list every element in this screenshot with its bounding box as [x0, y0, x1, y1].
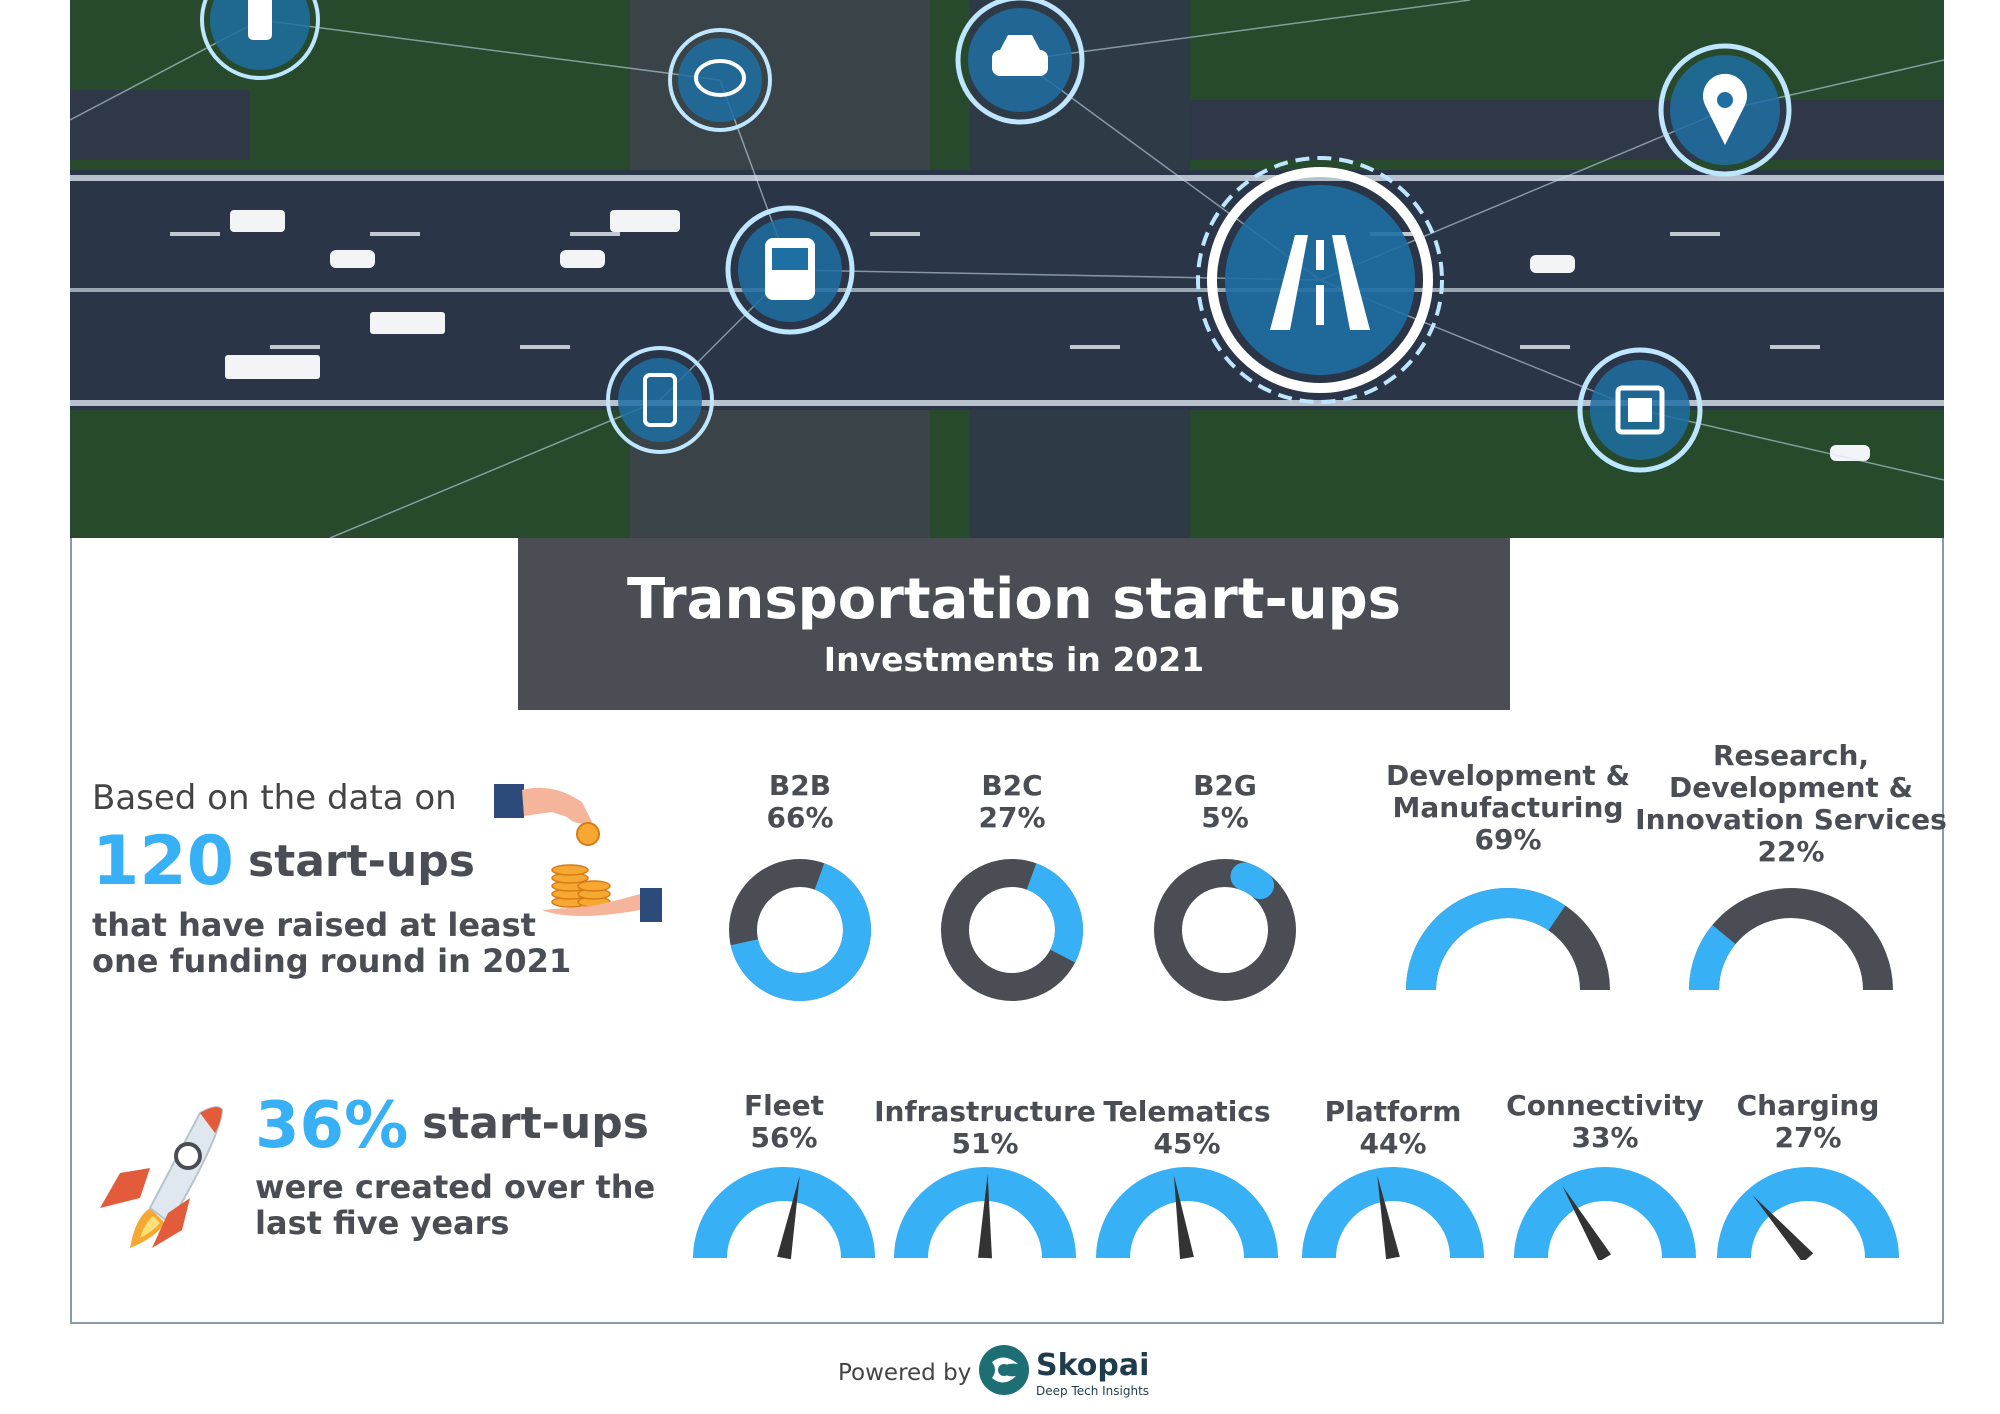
- semi-donut-0-label: Manufacturing: [1392, 791, 1624, 824]
- page-title: Transportation start-ups: [627, 567, 1401, 632]
- semi-donut-1-label: Development &: [1668, 771, 1913, 804]
- semi-donut-1-label: Research,: [1712, 739, 1870, 772]
- donut-b2b-label: B2B: [768, 769, 832, 802]
- gauge-platform-label: Platform: [1324, 1095, 1462, 1128]
- donut-value-arc: [1230, 862, 1275, 900]
- gauge-chart-charging: [1717, 1167, 1899, 1260]
- gauge-needle: [1377, 1175, 1400, 1260]
- title-banner: Transportation start-ups Investments in …: [518, 538, 1510, 710]
- traffic-light-icon: [200, 0, 320, 80]
- page-subtitle: Investments in 2021: [823, 640, 1205, 679]
- gauge-platform-label: 44%: [1359, 1127, 1427, 1160]
- brand-name: Skopai: [1036, 1348, 1150, 1383]
- bus-icon: [725, 205, 855, 335]
- gauge-needle: [1562, 1185, 1612, 1260]
- donut-b2b-label: 66%: [766, 801, 834, 834]
- chip-icon: [1577, 347, 1703, 473]
- startup-count: 120: [92, 822, 234, 901]
- smartphone-icon: [606, 346, 714, 454]
- gauge-charging-label: 27%: [1774, 1121, 1842, 1154]
- semi-donut-value-arc: [1406, 888, 1566, 991]
- donut-chart-b2c: [941, 859, 1083, 1001]
- gauge-connectivity-label: 33%: [1571, 1121, 1639, 1154]
- gauge-needle: [777, 1175, 800, 1260]
- donut-value-arc: [1026, 863, 1083, 963]
- startup-count-label: start-ups: [248, 836, 475, 887]
- new-startup-pct: 36%: [255, 1089, 409, 1163]
- gauge-infrastructure-label: Infrastructure: [874, 1095, 1096, 1128]
- gauge-chart-fleet: [693, 1167, 875, 1260]
- chat-icon: [668, 28, 772, 132]
- gauge-telematics-label: 45%: [1153, 1127, 1221, 1160]
- gauge-chart-telematics: [1096, 1167, 1278, 1260]
- gauge-needle: [1173, 1175, 1194, 1260]
- road-icon: [1196, 156, 1444, 404]
- semi-donut-1-label: 22%: [1757, 835, 1825, 868]
- donut-b2c-label: 27%: [978, 801, 1046, 834]
- donut-b2g-label: B2G: [1193, 769, 1257, 802]
- hand-coins-icon: [494, 784, 662, 922]
- gauge-telematics-label: Telematics: [1103, 1095, 1271, 1128]
- funding-desc-1: that have raised at least: [92, 906, 536, 944]
- semi-donut-chart-1: [1689, 888, 1893, 991]
- semi-donut-0-label: Development &: [1385, 759, 1630, 792]
- gauge-chart-connectivity: [1514, 1167, 1696, 1260]
- gauge-fleet-label: 56%: [750, 1121, 818, 1154]
- brand-tagline: Deep Tech Insights: [1036, 1384, 1150, 1398]
- donut-value-arc: [730, 863, 871, 1001]
- created-desc-2: last five years: [255, 1204, 510, 1242]
- donut-chart-b2b: [729, 859, 871, 1001]
- gauge-arc: [1514, 1167, 1696, 1259]
- donut-track: [1154, 859, 1296, 1001]
- semi-donut-value-arc: [1689, 924, 1736, 991]
- new-startup-label: start-ups: [422, 1098, 649, 1149]
- semi-donut-1-label: Innovation Services: [1635, 803, 1947, 836]
- footer: Powered by Skopai Deep Tech Insights: [0, 1340, 2000, 1400]
- powered-by-text: Powered by: [838, 1360, 972, 1386]
- gauge-arc: [1717, 1167, 1899, 1259]
- rocket-icon: [100, 1106, 224, 1248]
- gauge-chart-platform: [1302, 1167, 1484, 1260]
- semi-donut-0-label: 69%: [1474, 823, 1542, 856]
- car-icon: [955, 0, 1085, 125]
- gauge-arc: [1302, 1167, 1484, 1259]
- gauge-chart-infrastructure: [894, 1167, 1076, 1259]
- gauge-needle: [978, 1174, 992, 1259]
- intro-text: Based on the data on: [92, 778, 457, 818]
- skopai-logo-icon: [979, 1345, 1029, 1395]
- donut-b2c-label: B2C: [981, 769, 1043, 802]
- gauge-arc: [693, 1167, 875, 1259]
- gauge-connectivity-label: Connectivity: [1506, 1089, 1704, 1122]
- gauge-arc: [894, 1167, 1076, 1259]
- created-desc-1: were created over the: [255, 1168, 656, 1206]
- hero-image: [70, 0, 1944, 538]
- gauge-arc: [1096, 1167, 1278, 1259]
- donut-chart-b2g: [1154, 859, 1296, 1001]
- gauge-needle: [1752, 1194, 1814, 1260]
- funding-desc-2: one funding round in 2021: [92, 942, 572, 980]
- location-pin-icon: [1658, 43, 1792, 177]
- donut-b2g-label: 5%: [1201, 801, 1249, 834]
- semi-donut-chart-0: [1406, 888, 1610, 991]
- gauge-fleet-label: Fleet: [743, 1089, 825, 1122]
- gauge-charging-label: Charging: [1736, 1089, 1880, 1122]
- gauge-infrastructure-label: 51%: [951, 1127, 1019, 1160]
